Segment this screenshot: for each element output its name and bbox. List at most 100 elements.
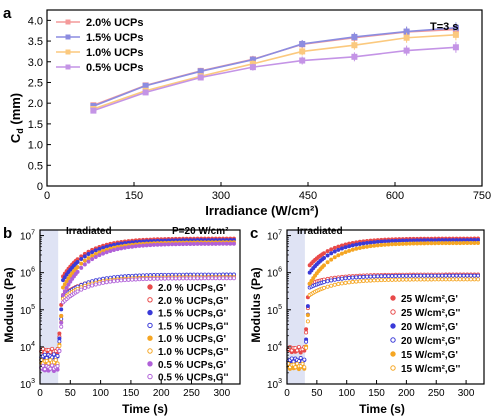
panel-c-data-point [322, 255, 327, 260]
panel-b-data-point [126, 277, 131, 282]
panel-b-legend-marker [147, 322, 153, 329]
panel-b-legend-label: 1.0 % UCPs,G'' [158, 347, 228, 358]
panel-c-legend-label: 20 W/cm²,G'' [401, 336, 460, 347]
panel-b-data-point [159, 242, 164, 247]
panel-b-data-point [75, 269, 80, 274]
panel-c-data-point [397, 277, 402, 282]
panel-c-y-tick-label: 104 [267, 341, 282, 354]
panel-c-data-point [458, 277, 463, 282]
panel-c-data-point [339, 251, 344, 256]
panel-b-data-point [115, 247, 120, 252]
panel-c-data-point [293, 365, 298, 370]
panel-c-x-tick-label: 200 [398, 388, 415, 399]
panel-b-data-point [59, 320, 64, 325]
panel-c-data-point [411, 277, 416, 282]
panel-b-data-point [75, 265, 80, 270]
panel-a-x-tick-label: 0 [44, 190, 50, 202]
panel-b-data-point [79, 287, 84, 292]
panel-a-letter: a [3, 5, 12, 22]
panel-c-data-point [386, 242, 391, 247]
panel-b-data-point [213, 276, 218, 281]
panel-c-legend-marker [390, 365, 396, 371]
panel-c-data-point [386, 239, 391, 244]
panel-b-y-tick-label: 106 [20, 267, 35, 280]
panel-b-data-point [86, 256, 91, 261]
panel-c-data-point [347, 280, 352, 285]
panel-b-data-point [173, 242, 178, 247]
panel-c-data-point [433, 241, 438, 246]
panel-c-series [286, 236, 481, 372]
panel-c-data-point [329, 251, 334, 256]
panel-b-data-point [170, 242, 175, 247]
panel-b-data-point [108, 249, 113, 254]
panel-c-data-point [322, 251, 327, 256]
panel-b-data-point [57, 343, 62, 348]
panel-a-frame [46, 9, 483, 187]
panel-b-data-point [97, 246, 102, 251]
panel-c-data-point [350, 279, 355, 284]
panel-b-data-point [93, 282, 98, 287]
panel-c-legend-marker [390, 351, 396, 357]
panel-b-data-point [137, 277, 142, 282]
panel-a-legend-marker [65, 34, 71, 40]
panel-b-data-point [93, 248, 98, 253]
panel-b-data-point [199, 241, 204, 246]
panel-b-data-point [206, 276, 211, 281]
panel-b-data-point [188, 241, 193, 246]
panel-b-y-tick-label: 103 [20, 378, 35, 391]
panel-c-data-point [436, 277, 441, 282]
panel-b-data-point [90, 257, 95, 262]
panel-c-data-point [354, 279, 359, 284]
panel-b-data-point [221, 276, 226, 281]
panel-c-data-point [443, 241, 448, 246]
panel-b-data-point [101, 251, 106, 256]
panel-a-y-tick-label: 3.5 [28, 36, 43, 48]
panel-c-data-point [368, 278, 373, 283]
panel-c-data-point [429, 277, 434, 282]
panel-c-data-point [361, 245, 366, 250]
panel-b-data-point [57, 331, 62, 336]
panel-b-data-point [199, 276, 204, 281]
panel-b-data-point [213, 241, 218, 246]
panel-a-series-line [93, 46, 456, 112]
panel-c-data-point [325, 253, 330, 258]
panel-c-data-point [302, 357, 307, 362]
panel-a-y-tick-label: 0.5 [28, 160, 43, 172]
panel-a-legend-label: 0.5% UCPs [86, 62, 143, 74]
panel-b-y-tick-label: 104 [20, 341, 35, 354]
panel-c-data-point [450, 277, 455, 282]
panel-c-data-point [368, 240, 373, 245]
panel-c-data-point [336, 244, 341, 249]
panel-c-data-point [468, 277, 473, 282]
panel-c-data-point [343, 280, 348, 285]
panel-b-data-point [188, 276, 193, 281]
panel-b-x-tick-label: 100 [92, 388, 109, 399]
panel-c-data-point [382, 239, 387, 244]
panel-b-data-point [79, 261, 84, 266]
panel-b-data-point [162, 276, 167, 281]
panel-b-data-point [86, 259, 91, 264]
panel-c-y-tick-label: 103 [267, 378, 282, 391]
panel-b-data-point [93, 255, 98, 260]
panel-c-y-tick-label: 105 [267, 304, 282, 317]
panel-b-data-point [97, 281, 102, 286]
panel-c-data-point [361, 278, 366, 283]
panel-b-legend-marker [147, 309, 153, 316]
panel-c-x-tick-label: 250 [428, 388, 445, 399]
panel-c-legend-label: 15 W/cm²,G' [401, 350, 458, 361]
panel-c-legend-label: 25 W/cm²,G'' [401, 308, 460, 319]
panel-c-data-point [379, 243, 384, 248]
panel-b-data-point [224, 276, 229, 281]
panel-c-data-point [440, 241, 445, 246]
panel-c-data-point [433, 277, 438, 282]
panel-b-series [39, 236, 236, 373]
panel-c-data-point [447, 273, 452, 278]
panel-b-data-point [111, 248, 116, 253]
panel-b-data-point [130, 277, 135, 282]
panel-c-data-point [357, 242, 362, 247]
panel-b-annotation: P=20 W/cm² [172, 226, 229, 237]
panel-c-legend-marker [390, 337, 396, 343]
panel-c-data-point [393, 273, 398, 278]
panel-c-data-point [440, 273, 445, 278]
panel-b-legend-label: 2.0 % UCPs,G' [158, 283, 226, 294]
